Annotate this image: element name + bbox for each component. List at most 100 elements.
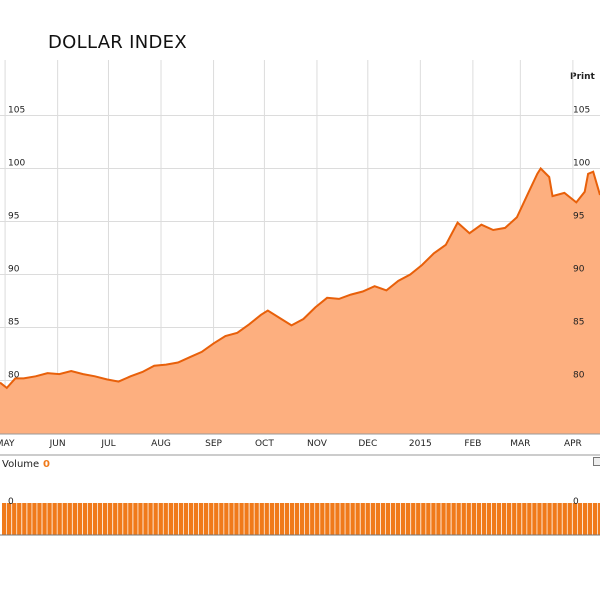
volume-bar	[345, 503, 350, 535]
volume-value: 0	[43, 459, 50, 470]
volume-bar	[259, 503, 264, 535]
volume-bar	[27, 503, 32, 535]
volume-bar	[592, 503, 598, 535]
x-tick-2: JUL	[100, 439, 115, 449]
volume-bar	[264, 503, 269, 535]
price-area-fill	[0, 168, 600, 434]
x-tick-3: AUG	[151, 439, 171, 449]
volume-bar	[153, 503, 158, 535]
volume-bar	[12, 503, 17, 535]
volume-bar	[355, 503, 360, 535]
volume-bar	[128, 503, 133, 535]
volume-bar	[305, 503, 310, 535]
volume-bar	[269, 503, 274, 535]
y-axis-left: 80 85 90 95 100 105	[8, 106, 25, 381]
x-tick-7: DEC	[358, 439, 377, 449]
volume-bar	[335, 503, 340, 535]
volume-bar	[143, 503, 148, 535]
volume-bar	[229, 503, 234, 535]
volume-bar	[133, 503, 138, 535]
volume-bar	[517, 503, 522, 535]
volume-bar	[158, 503, 163, 535]
chart-title: DOLLAR INDEX	[48, 32, 187, 53]
volume-bar	[7, 503, 12, 535]
volume-bar	[466, 503, 471, 535]
volume-bar	[87, 503, 93, 535]
price-line	[0, 166, 600, 390]
volume-bar	[82, 503, 88, 535]
volume-bar	[244, 503, 249, 535]
volume-bar	[17, 503, 22, 535]
volume-bar	[456, 503, 461, 535]
y-tick-left-100: 100	[8, 159, 25, 169]
volume-bar	[204, 503, 209, 535]
volume-bar	[587, 503, 593, 535]
volume-bar	[138, 503, 143, 535]
volume-bar	[496, 503, 502, 535]
volume-bar	[123, 503, 128, 535]
volume-bar	[471, 503, 476, 535]
volume-bar	[401, 503, 406, 535]
volume-bar	[62, 503, 67, 535]
volume-bar	[441, 503, 446, 535]
volume-bar	[476, 503, 481, 535]
volume-bar	[522, 503, 527, 535]
volume-bar	[446, 503, 451, 535]
volume-bar	[436, 503, 441, 535]
volume-bar	[527, 503, 532, 535]
volume-bar	[365, 503, 370, 535]
volume-bar	[502, 503, 507, 535]
y-axis-right: 80 85 90 95 100 105	[573, 106, 590, 381]
volume-bar	[315, 503, 320, 535]
volume-collapse-button[interactable]	[593, 457, 600, 466]
y-tick-left-85: 85	[8, 318, 19, 328]
y-tick-right-100: 100	[573, 159, 590, 169]
volume-bar	[395, 503, 401, 535]
print-button[interactable]: Print	[570, 72, 595, 82]
volume-bar	[168, 503, 173, 535]
volume-bar	[57, 503, 62, 535]
volume-bar	[173, 503, 178, 535]
volume-bar	[52, 503, 57, 535]
volume-bars	[2, 503, 600, 535]
volume-bar	[300, 503, 305, 535]
volume-bar	[320, 503, 325, 535]
volume-bar	[77, 503, 82, 535]
volume-bar	[209, 503, 214, 535]
volume-bar	[360, 503, 365, 535]
y-tick-right-105: 105	[573, 106, 590, 116]
volume-bar	[214, 503, 219, 535]
y-tick-right-80: 80	[573, 371, 585, 381]
volume-bar	[406, 503, 411, 535]
volume-bar	[557, 503, 562, 535]
volume-bar	[294, 503, 300, 535]
volume-bar	[577, 503, 582, 535]
y-tick-right-90: 90	[573, 265, 585, 275]
volume-bar	[375, 503, 380, 535]
volume-bar	[274, 503, 279, 535]
volume-bar	[103, 503, 108, 535]
volume-bar	[289, 503, 295, 535]
volume-bar	[279, 503, 285, 535]
volume-bar	[542, 503, 547, 535]
volume-bar	[567, 503, 572, 535]
x-tick-9: FEB	[464, 439, 481, 449]
volume-bar	[118, 503, 123, 535]
volume-bar	[572, 503, 577, 535]
volume-bar	[507, 503, 512, 535]
y-tick-left-90: 90	[8, 265, 20, 275]
x-tick-8: 2015	[409, 439, 432, 449]
volume-bar	[183, 503, 189, 535]
x-tick-11: APR	[564, 439, 582, 449]
x-axis: MAY JUN JUL AUG SEP OCT NOV DEC 2015 FEB MAR APR	[0, 439, 582, 449]
volume-bar	[22, 503, 27, 535]
volume-bar	[37, 503, 42, 535]
volume-bar	[310, 503, 315, 535]
volume-bar	[370, 503, 375, 535]
volume-bar	[224, 503, 229, 535]
volume-bar	[148, 503, 153, 535]
volume-bar	[537, 503, 542, 535]
volume-bar	[239, 503, 244, 535]
volume-bar	[42, 503, 47, 535]
volume-bar	[92, 503, 98, 535]
